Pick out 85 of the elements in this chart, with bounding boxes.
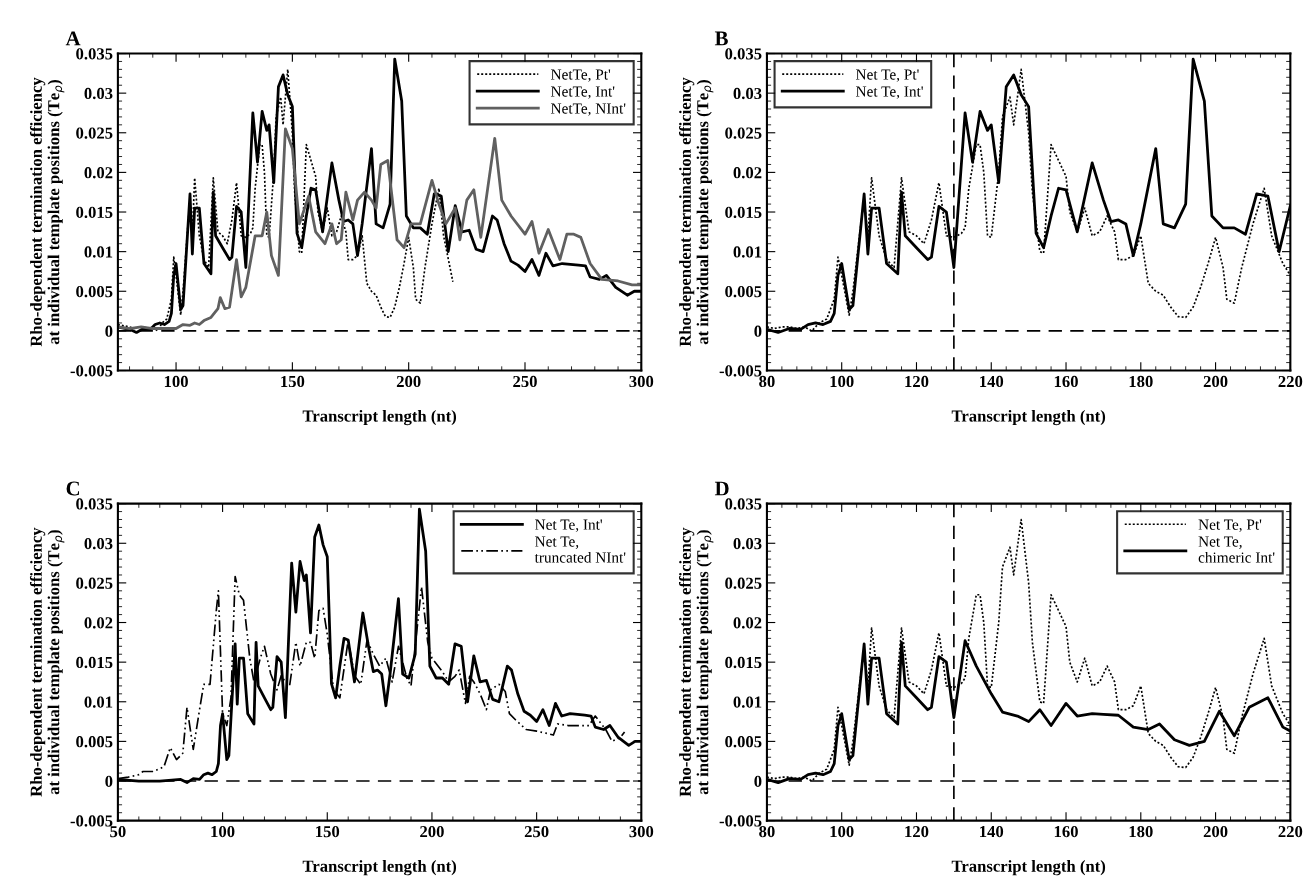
y-tick-label: 0.03 [84,537,113,550]
y-tick-label: 0.015 [76,656,113,669]
legend-label: Net Te, Pt' [1198,519,1262,532]
y-tick-label: 0.01 [733,246,762,258]
legend-label: Net Te, Int' [855,86,923,99]
x-tick-label: 100 [164,375,188,388]
chart-title: D [714,481,729,496]
y-tick-label: 0.035 [725,498,762,510]
x-tick-label: 140 [980,375,1004,388]
chart-title: B [714,31,728,46]
y-tick-label: 0.015 [725,206,762,219]
x-tick-label: 50 [110,825,126,838]
legend-label: NetTe, Pt' [550,69,611,82]
y-tick-label: 0.01 [84,696,113,708]
y-tick-label: 0.01 [733,696,762,708]
x-tick-label: 180 [1129,825,1153,838]
y-tick-label: 0.015 [76,206,113,219]
y-tick-label: 0 [754,775,762,787]
y-tick-label: 0 [754,325,762,337]
y-tick-label: -0.005 [70,815,113,827]
y-tick-label: 0.03 [733,87,762,100]
x-tick-label: 200 [420,825,444,838]
x-tick-label: 160 [1054,825,1078,838]
chart-title: C [66,481,80,496]
x-tick-label: 220 [1278,825,1303,838]
x-tick-label: 80 [759,375,775,388]
x-axis-title: Transcript length (nt) [302,860,457,876]
y-tick-label: 0.025 [76,577,113,589]
y-tick-label: 0.005 [725,736,762,748]
x-axis-title: Transcript length (nt) [951,860,1106,876]
y-tick-label: 0.02 [84,617,113,629]
x-tick-label: 250 [513,375,537,388]
x-tick-label: 100 [830,375,854,388]
legend-label: Net Te, truncated NInt' [534,536,626,563]
x-tick-label: 300 [629,825,654,838]
y-tick-label: 0.015 [725,656,762,669]
x-tick-label: 180 [1129,375,1153,388]
y-tick-label: 0.025 [76,127,113,139]
y-tick-label: -0.005 [719,365,762,377]
y-tick-label: 0.02 [84,167,113,179]
x-tick-label: 100 [211,825,235,838]
legend-label: Net Te, Int' [535,519,602,532]
y-tick-label: 0.005 [725,285,762,298]
x-tick-label: 250 [524,825,549,838]
x-tick-label: 200 [1203,825,1228,838]
y-tick-label: -0.005 [70,365,113,377]
y-tick-label: 0 [105,775,113,787]
x-tick-label: 200 [396,375,421,388]
legend-label: Net Te, chimeric Int' [1198,536,1275,563]
x-tick-label: 200 [1203,375,1228,388]
y-axis-title: Rho-dependent termination efficiency at individual template positions (Te$_{ρ}$) [29,77,65,347]
line-series [117,127,642,330]
y-tick-label: 0.01 [84,246,113,258]
x-axis-title: Transcript length (nt) [302,409,457,426]
x-tick-label: 80 [759,825,775,838]
y-tick-label: 0.02 [733,617,762,629]
y-tick-label: 0.03 [84,87,113,100]
legend-label: NetTe, NInt' [550,103,626,116]
y-tick-label: 0.005 [76,736,113,748]
y-tick-label: 0.02 [733,167,762,179]
x-tick-label: 140 [980,825,1004,838]
x-tick-label: 160 [1054,375,1078,388]
y-tick-label: 0.025 [725,127,762,139]
x-tick-label: 120 [905,825,929,838]
y-axis-title: Rho-dependent termination efficiency at individual template positions (Te$_{ρ}$) [678,77,714,347]
y-axis-title: Rho-dependent termination efficiency at individual template positions (Te$_{ρ}$) [29,527,65,797]
x-tick-label: 120 [905,375,929,388]
y-tick-label: 0.035 [725,48,762,60]
y-tick-label: -0.005 [719,815,762,827]
x-axis-title: Transcript length (nt) [951,409,1106,426]
legend-label: Net Te, Pt' [855,69,919,82]
y-tick-label: 0.025 [725,577,762,589]
x-tick-label: 300 [629,375,654,388]
x-tick-label: 220 [1278,375,1303,388]
x-tick-label: 150 [281,375,305,388]
x-tick-label: 150 [316,825,340,838]
y-tick-label: 0.03 [733,537,762,550]
chart-title: A [65,31,81,46]
y-tick-label: 0.005 [76,285,113,298]
y-tick-label: 0 [105,325,113,337]
legend-label: NetTe, Int' [550,86,615,99]
y-tick-label: 0.035 [76,48,113,60]
y-tick-label: 0.035 [76,498,113,510]
x-tick-label: 100 [830,825,854,838]
y-axis-title: Rho-dependent termination efficiency at individual template positions (Te$_{ρ}$) [678,527,714,797]
